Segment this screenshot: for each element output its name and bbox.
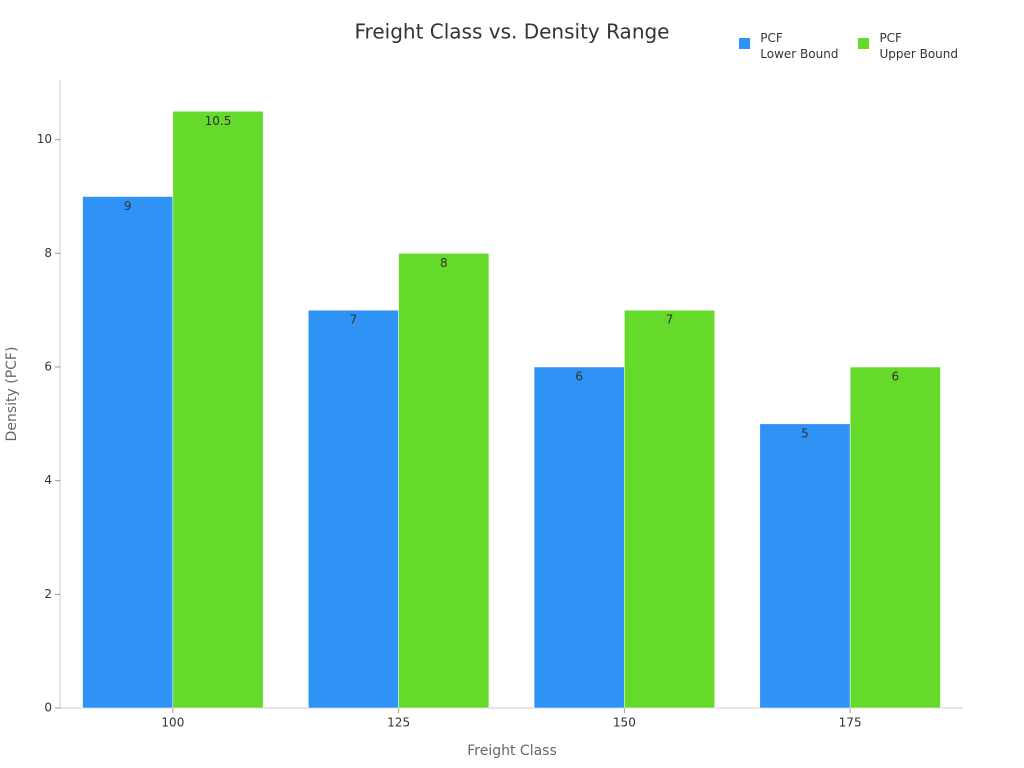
x-tick-label: 100 — [161, 716, 184, 730]
bar — [308, 309, 399, 709]
x-tick-label: 150 — [613, 716, 636, 730]
value-label: 6 — [575, 370, 583, 384]
value-label: 7 — [350, 313, 358, 327]
legend-label: PCF Lower Bound — [760, 31, 839, 61]
y-tick-label: 6 — [44, 360, 52, 374]
x-tick-label: 125 — [387, 716, 410, 730]
value-label: 7 — [666, 313, 674, 327]
bar — [172, 111, 264, 709]
legend-label: PCF Upper Bound — [879, 31, 958, 61]
value-label: 9 — [124, 199, 132, 213]
legend-item: PCF Lower Bound — [739, 30, 838, 62]
y-tick-label: 8 — [44, 246, 52, 260]
bar — [82, 196, 174, 709]
y-axis-label: Density (PCF) — [4, 347, 20, 442]
x-axis-label: Freight Class — [467, 743, 557, 759]
bar — [849, 366, 941, 709]
bar — [533, 366, 625, 709]
legend-swatch — [858, 38, 870, 49]
y-tick-label: 0 — [44, 701, 52, 715]
bar — [398, 253, 490, 709]
value-label: 5 — [801, 426, 809, 440]
y-tick-label: 2 — [44, 587, 52, 601]
value-label: 8 — [440, 256, 448, 270]
legend: PCF Lower Bound PCF Upper Bound — [739, 30, 958, 62]
y-tick-label: 4 — [44, 473, 52, 487]
y-tick-label: 10 — [37, 132, 52, 146]
value-label: 10.5 — [205, 114, 232, 128]
bar — [759, 423, 851, 709]
legend-swatch — [739, 38, 751, 49]
chart-title: Freight Class vs. Density Range — [355, 20, 670, 44]
x-tick-label: 175 — [839, 716, 862, 730]
value-label: 6 — [891, 370, 899, 384]
legend-item: PCF Upper Bound — [858, 30, 958, 62]
bar — [624, 309, 715, 709]
